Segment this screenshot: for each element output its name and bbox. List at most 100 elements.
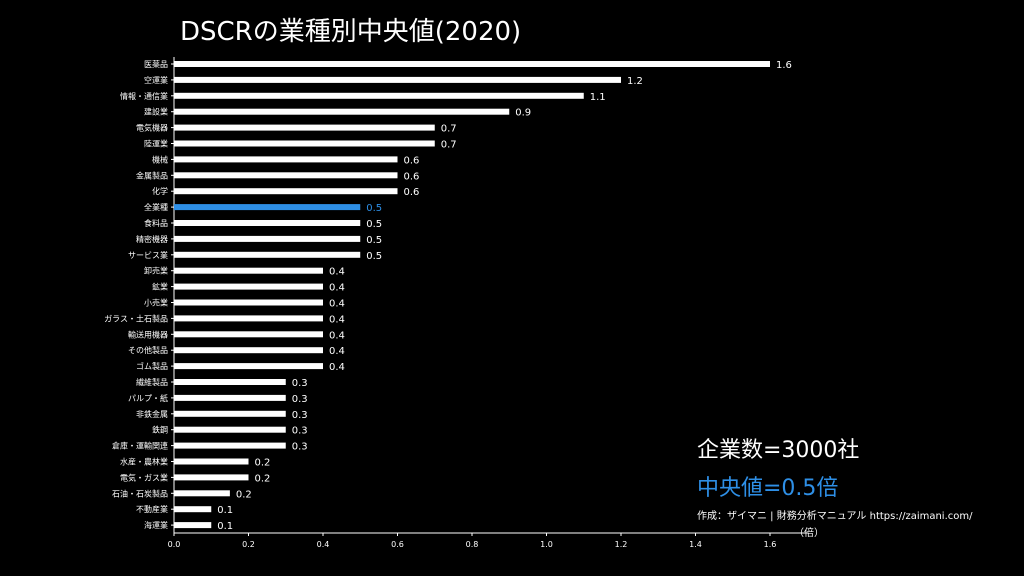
bar <box>174 506 212 513</box>
category-label: 精密機器 <box>136 234 168 244</box>
bar <box>174 61 770 67</box>
bar <box>174 426 286 433</box>
value-label: 0.9 <box>515 108 531 119</box>
value-label: 0.5 <box>366 235 382 246</box>
bar <box>174 442 286 449</box>
bar <box>174 474 249 481</box>
category-label: ガラス・土石製品 <box>104 313 168 323</box>
value-label: 0.6 <box>404 155 420 166</box>
median-label: 中央値=0.5倍 <box>697 476 839 501</box>
value-label: 0.3 <box>292 410 308 421</box>
value-label: 1.1 <box>590 92 606 103</box>
category-label: 電気機器 <box>136 123 168 133</box>
bar <box>174 522 212 529</box>
category-label: 石油・石炭製品 <box>112 488 168 498</box>
value-label: 0.6 <box>404 187 420 198</box>
bar <box>174 299 323 306</box>
value-label: 0.4 <box>329 267 345 278</box>
category-label: 空運業 <box>144 75 168 85</box>
bar <box>174 76 621 83</box>
value-label: 0.1 <box>217 521 233 532</box>
bar <box>174 251 361 258</box>
value-label: 0.4 <box>329 283 345 294</box>
value-label: 0.4 <box>329 362 345 373</box>
value-label: 0.5 <box>366 203 382 214</box>
category-label: 非鉄金属 <box>136 409 168 419</box>
category-label: 小売業 <box>144 298 168 308</box>
category-label: 繊維製品 <box>136 377 168 387</box>
bar <box>174 267 323 274</box>
value-label: 1.6 <box>776 60 792 71</box>
bar <box>174 235 361 242</box>
category-label: 海運業 <box>144 520 168 530</box>
company-count-label: 企業数=3000社 <box>697 438 860 463</box>
bar <box>174 92 584 99</box>
value-label: 0.7 <box>441 124 457 135</box>
credit-label: 作成：ザイマニ | 財務分析マニュアル https://zaimani.com/ <box>697 511 973 522</box>
value-label: 0.3 <box>292 426 308 437</box>
category-label: 鉱業 <box>152 282 168 292</box>
x-tick-label: 0.0 <box>168 540 181 549</box>
value-label: 0.3 <box>292 394 308 405</box>
x-tick-label: 0.8 <box>466 540 479 549</box>
value-label: 0.3 <box>292 378 308 389</box>
bar <box>174 108 510 115</box>
category-label: 倉庫・運輸関連 <box>112 441 168 451</box>
category-label: 機械 <box>152 154 168 164</box>
category-label: 医薬品 <box>144 59 168 69</box>
bar <box>174 220 361 226</box>
x-tick-label: 1.2 <box>615 540 628 549</box>
bar <box>174 315 323 322</box>
category-label: 卸売業 <box>144 266 168 276</box>
bar <box>174 283 323 290</box>
x-tick-label: 0.2 <box>242 540 255 549</box>
bar <box>174 363 323 370</box>
x-tick-label: 1.4 <box>689 540 702 549</box>
x-tick-label: 1.0 <box>540 540 553 549</box>
category-label: 金属製品 <box>136 170 168 180</box>
x-axis-unit-label: （倍） <box>794 528 824 539</box>
bar <box>174 156 398 163</box>
category-label: 化学 <box>152 186 168 196</box>
category-label: 情報・通信業 <box>120 91 168 101</box>
category-label: 輸送用機器 <box>128 329 168 339</box>
bar <box>174 188 398 195</box>
value-label: 0.2 <box>255 458 271 469</box>
value-label: 0.4 <box>329 346 345 357</box>
value-label: 0.2 <box>255 473 271 484</box>
value-label: 0.7 <box>441 140 457 151</box>
value-label: 0.6 <box>404 171 420 182</box>
value-label: 0.3 <box>292 442 308 453</box>
bar <box>174 458 249 465</box>
category-label: 建設業 <box>144 107 168 117</box>
bar <box>174 347 323 354</box>
category-label: サービス業 <box>128 250 168 260</box>
x-tick-label: 0.6 <box>391 540 404 549</box>
x-tick-label: 1.6 <box>764 540 777 549</box>
value-label: 1.2 <box>627 76 643 87</box>
bar <box>174 394 286 401</box>
bar <box>174 140 435 147</box>
category-label: パルプ・紙 <box>128 393 168 403</box>
bar <box>174 124 435 131</box>
category-label: 不動産業 <box>136 504 168 514</box>
bar <box>174 379 286 385</box>
category-label: 陸運業 <box>144 139 168 149</box>
category-label: 全業種 <box>144 202 168 212</box>
value-label: 0.4 <box>329 330 345 341</box>
bar <box>174 331 323 338</box>
category-label: 鉄鋼 <box>152 425 168 435</box>
category-label: 水産・農林業 <box>120 457 168 467</box>
value-label: 0.2 <box>236 489 252 500</box>
bar <box>174 172 398 179</box>
category-label: 食料品 <box>144 218 168 228</box>
chart-title: DSCRの業種別中央値(2020) <box>180 17 522 47</box>
bar <box>174 410 286 417</box>
category-label: ゴム製品 <box>136 361 168 371</box>
bar <box>174 204 361 211</box>
x-tick-label: 0.4 <box>317 540 330 549</box>
value-label: 0.5 <box>366 251 382 262</box>
value-label: 0.4 <box>329 299 345 310</box>
category-label: その他製品 <box>128 345 168 355</box>
